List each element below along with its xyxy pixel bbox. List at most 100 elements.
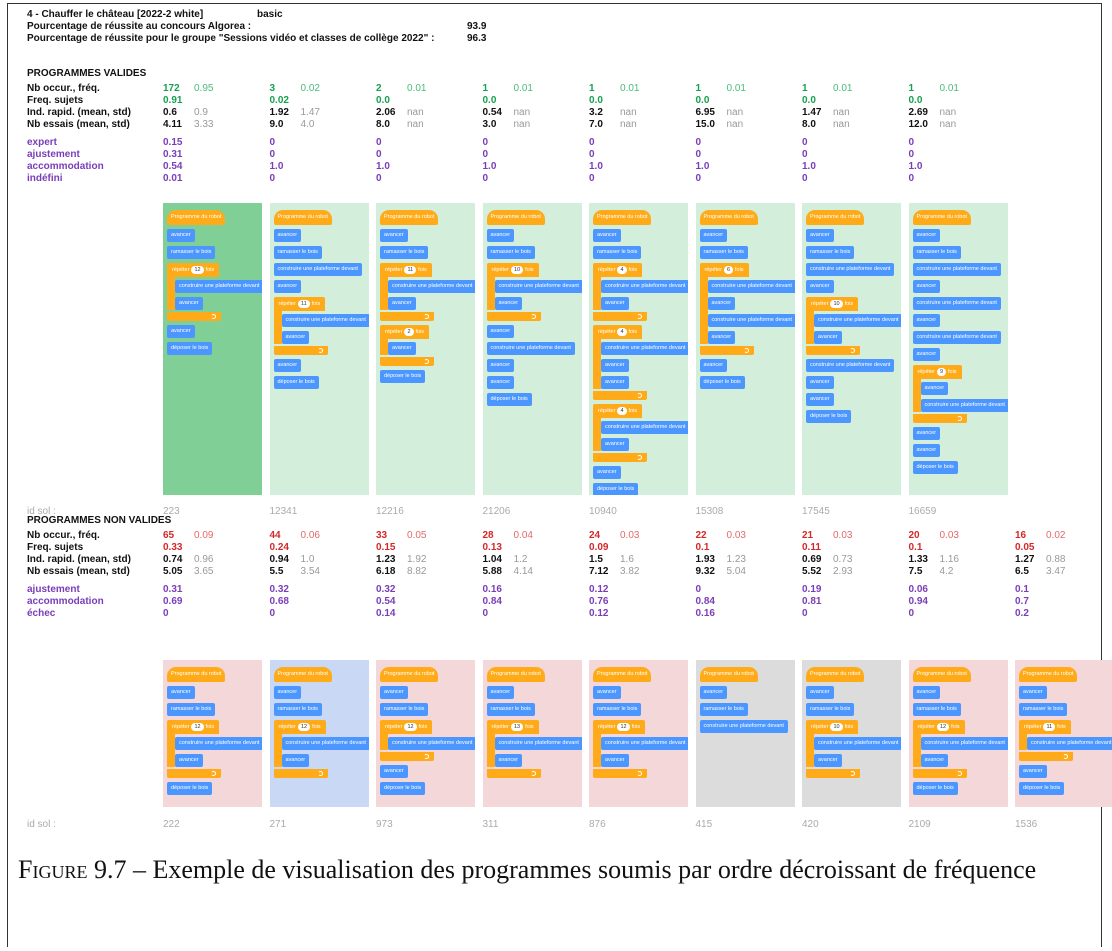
header-type: basic: [257, 9, 283, 20]
stat-value: 0.05: [407, 530, 427, 541]
stat-value: 0.09: [194, 530, 214, 541]
stat-value: 28: [482, 530, 494, 541]
program-box: Programme du robot avancer ramasser le boi…: [163, 203, 262, 495]
stat-value: 0.68: [269, 596, 289, 607]
stat-value: 0: [695, 149, 702, 160]
repeat-label: répéter: [491, 267, 509, 273]
code-block: ramasser le bois: [912, 246, 961, 259]
stat-value: 0.16: [482, 584, 502, 595]
repeat-count: 4: [617, 266, 627, 274]
stat-value: 0.95: [194, 83, 214, 94]
code-block: avancer: [486, 359, 515, 372]
solution-id: 10940: [589, 506, 617, 517]
repeat-count: 9: [936, 368, 946, 376]
header-label: Pourcentage de réussite au concours Algo…: [27, 21, 252, 32]
stat-value: 0.01: [163, 173, 183, 184]
stat-value: nan: [833, 119, 850, 130]
stat-value: 0: [376, 137, 382, 148]
stat-value: 0: [802, 137, 808, 148]
code-block: avancer: [273, 359, 302, 372]
stat-value: 0.0: [802, 95, 816, 106]
repeat-block: répéter 11 fois construire une plateforme d…: [1019, 720, 1112, 761]
repeat-label: répéter: [917, 369, 935, 375]
stat-value: 3.82: [620, 566, 640, 577]
stat-value: 0.01: [620, 83, 640, 94]
repeat-head: répéter 13 fois: [486, 720, 539, 734]
repeat-unit: fois: [948, 369, 957, 375]
code-block: construire une plateforme devant: [814, 737, 901, 750]
program-box: Programme du robot avancer ramasser le boi…: [376, 660, 475, 807]
stat-value: 3.0: [482, 119, 497, 130]
stat-value: 3.2: [589, 107, 603, 118]
stat-value: 0.03: [726, 530, 746, 541]
hat-block: Programme du robot: [912, 667, 971, 682]
repeat-unit: fois: [312, 724, 321, 730]
repeat-label: répéter: [172, 267, 190, 273]
code-block: avancer: [601, 376, 629, 389]
solution-id: 271: [269, 819, 287, 830]
stat-value: 0.6: [163, 107, 177, 118]
code-block: avancer: [486, 229, 515, 242]
repeat-count: 2: [404, 328, 414, 336]
row-label: Nb occur., fréq.: [27, 83, 100, 94]
code-block: déposer le bois: [167, 342, 213, 355]
stat-value: 1.16: [939, 554, 959, 565]
stat-value: 2.93: [833, 566, 853, 577]
hat-block: Programme du robot: [806, 667, 865, 682]
row-label: ajustement: [27, 149, 80, 160]
hat-block: Programme du robot: [912, 210, 971, 225]
repeat-unit: fois: [844, 724, 854, 730]
stat-value: 1.0: [300, 554, 315, 565]
repeat-block: répéter 10 fois construire une plateforme d…: [806, 297, 901, 355]
code-block: avancer: [601, 359, 629, 372]
code-block: avancer: [486, 376, 515, 389]
stat-value: 0.12: [589, 584, 609, 595]
stat-value: 0.91: [163, 95, 183, 106]
hat-block: Programme du robot: [273, 667, 332, 682]
repeat-body: construire une plateforme devant avancer: [912, 734, 1008, 767]
repeat-head: répéter 12 fois: [273, 720, 326, 734]
row-label: Nb essais (mean, std): [27, 566, 130, 577]
solution-id: 15308: [695, 506, 724, 517]
id-label: id sol :: [27, 819, 56, 830]
repeat-end: [593, 391, 647, 400]
repeat-count: 12: [191, 266, 204, 274]
code-block: avancer: [601, 754, 629, 767]
hat-block: Programme du robot: [486, 667, 545, 682]
solution-id: 12341: [269, 506, 298, 517]
stat-value: 1.33: [908, 554, 928, 565]
code-block: déposer le bois: [380, 370, 426, 383]
repeat-unit: fois: [205, 267, 215, 273]
section-title: PROGRAMMES VALIDES: [27, 68, 147, 79]
stat-value: 7.5: [908, 566, 923, 577]
repeat-label: répéter: [704, 267, 722, 273]
code-block: ramasser le bois: [1019, 703, 1068, 716]
repeat-end: [380, 357, 434, 366]
repeat-unit: fois: [735, 267, 744, 273]
repeat-end: [593, 769, 647, 778]
stat-value: 8.0: [376, 119, 390, 130]
row-label: Freq. sujets: [27, 542, 84, 553]
code-block: ramasser le bois: [380, 246, 429, 259]
solution-id: 973: [376, 819, 393, 830]
code-block: ramasser le bois: [593, 703, 642, 716]
repeat-end: [273, 346, 328, 355]
stat-value: nan: [726, 119, 744, 130]
code-block: construire une plateforme devant: [175, 737, 262, 750]
stat-value: 7.12: [589, 566, 609, 577]
stat-value: 2.06: [376, 107, 396, 118]
repeat-unit: fois: [951, 724, 960, 730]
stat-value: 0.1: [695, 542, 710, 553]
stat-value: 20: [908, 530, 920, 541]
program-box: Programme du robot avancer ramasser le boi…: [802, 203, 901, 495]
stat-value: nan: [620, 119, 637, 130]
stat-value: 15.0: [695, 119, 715, 130]
stat-value: 8.82: [407, 566, 427, 577]
code-block: avancer: [593, 686, 621, 699]
solution-id: 16659: [908, 506, 937, 517]
hat-block: Programme du robot: [1019, 667, 1078, 682]
stat-value: nan: [407, 107, 424, 118]
stat-value: 9.32: [695, 566, 715, 577]
stat-value: 0: [482, 608, 489, 619]
stat-value: 21: [802, 530, 814, 541]
